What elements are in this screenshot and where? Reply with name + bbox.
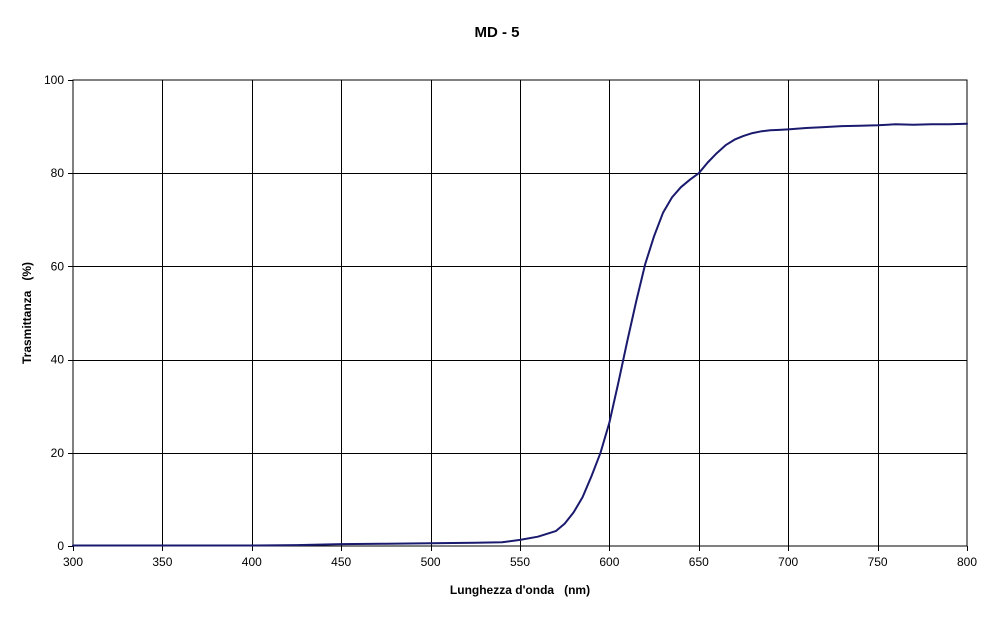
series-layer — [72, 122, 968, 547]
transmittance-series-line — [72, 122, 968, 547]
y-tick-label: 60 — [51, 259, 65, 273]
x-tick-label: 500 — [421, 555, 441, 569]
axis-ticks: 300 350 400 450 500 550 600 650 700 750 800 0 20 40 60… — [44, 73, 977, 569]
x-tick-label: 350 — [152, 555, 172, 569]
x-tick-label: 450 — [331, 555, 351, 569]
x-tick-label: 550 — [510, 555, 530, 569]
y-axis-label: Trasmittanza (%) — [20, 262, 34, 364]
y-tick-label: 40 — [51, 353, 65, 367]
x-tick-label: 800 — [957, 555, 977, 569]
x-tick-label: 300 — [63, 555, 83, 569]
chart-title: MD - 5 — [475, 24, 520, 41]
x-tick-label: 700 — [778, 555, 798, 569]
x-axis-label: Lunghezza d'onda (nm) — [450, 583, 590, 597]
x-tick-label: 600 — [599, 555, 619, 569]
y-tick-label: 100 — [44, 73, 64, 87]
x-tick-label: 400 — [242, 555, 262, 569]
y-tick-label: 80 — [51, 166, 65, 180]
y-tick-label: 0 — [57, 539, 64, 553]
x-tick-label: 750 — [868, 555, 888, 569]
y-tick-label: 20 — [51, 446, 65, 460]
x-tick-label: 650 — [689, 555, 709, 569]
grid — [73, 80, 967, 546]
